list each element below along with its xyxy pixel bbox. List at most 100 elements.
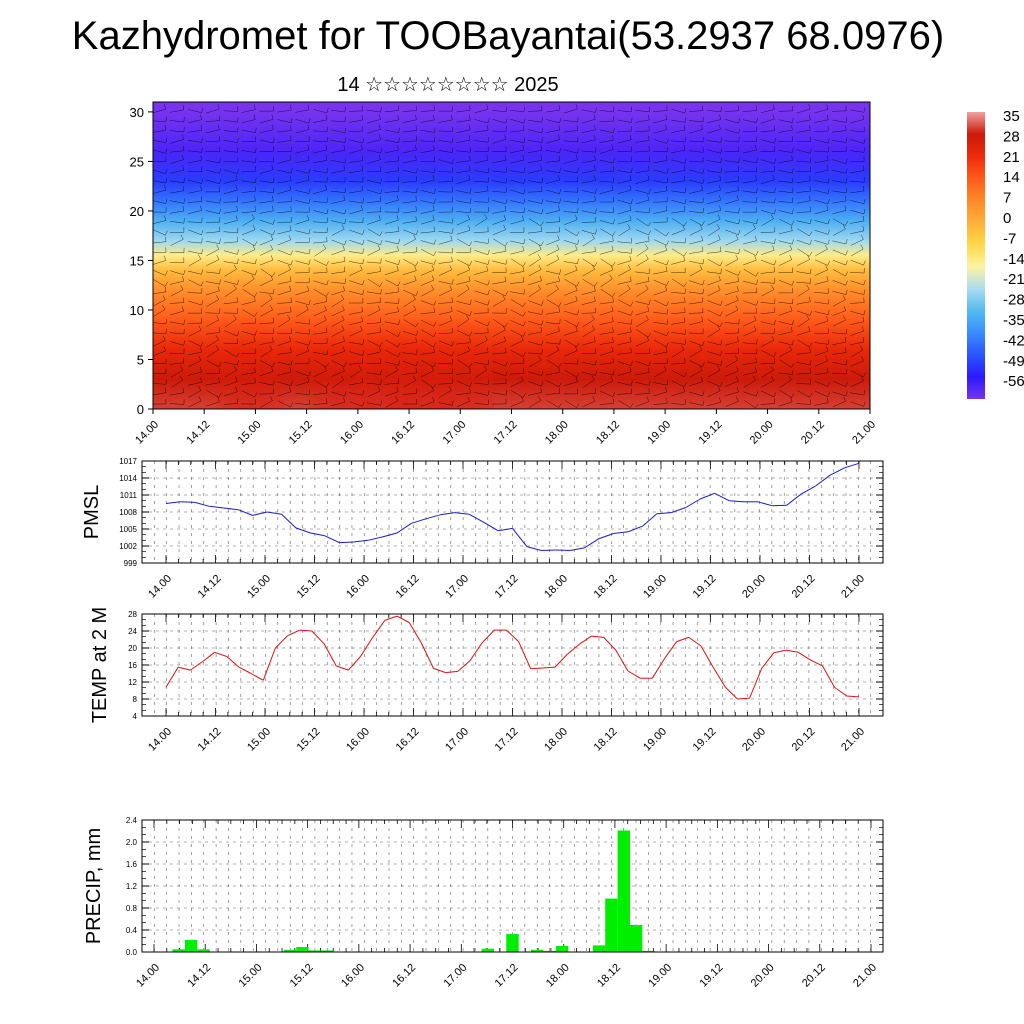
wind-barb-flag — [415, 361, 419, 367]
wind-barb — [636, 329, 649, 338]
wind-barb — [850, 239, 864, 246]
wind-barb — [474, 260, 488, 265]
wind-barb-flag — [699, 224, 703, 230]
wind-barb — [223, 280, 238, 285]
wind-barb-flag — [165, 270, 168, 276]
wind-barb-flag — [361, 144, 363, 150]
wind-barb — [617, 310, 632, 316]
wind-barb — [850, 230, 864, 235]
wind-barb — [153, 332, 167, 335]
wind-barb-flag — [362, 357, 364, 363]
wind-barb-flag — [863, 138, 866, 144]
wind-barb-flag — [648, 114, 650, 120]
wind-barb-flag — [505, 347, 507, 353]
wind-barb-flag — [824, 244, 828, 250]
wind-barb-flag — [755, 271, 759, 277]
series-segment — [700, 645, 714, 668]
wind-barb — [797, 319, 810, 328]
wind-barb-flag — [255, 127, 257, 133]
series-segment — [469, 642, 483, 662]
wind-barb — [850, 119, 864, 124]
wind-barb-flag — [360, 205, 363, 211]
wind-barb-flag — [254, 312, 258, 317]
wind-barb-flag — [790, 326, 793, 332]
wind-barb-flag — [520, 335, 524, 341]
wind-barb — [653, 110, 668, 112]
wind-barb-flag — [164, 104, 166, 110]
wind-barb-flag — [862, 337, 865, 343]
wind-barb — [474, 270, 488, 275]
wind-barb — [832, 341, 847, 346]
wind-barb — [348, 221, 363, 223]
series-segment — [584, 538, 600, 549]
wind-barb — [402, 270, 417, 276]
wind-barb — [402, 200, 417, 204]
wind-barb — [564, 249, 578, 256]
wind-barb — [349, 351, 363, 356]
wind-barb — [671, 370, 685, 378]
wind-barb — [295, 272, 310, 274]
wind-barb — [277, 189, 292, 195]
wind-barb-flag — [860, 345, 864, 350]
wind-barb-flag — [827, 239, 830, 245]
wind-barb-flag — [684, 339, 686, 345]
wind-barb — [153, 180, 166, 184]
wind-barb — [384, 321, 399, 325]
wind-barb-flag — [487, 167, 490, 173]
wind-barb — [796, 191, 811, 193]
x-tick-label: 15.00 — [237, 962, 265, 990]
wind-barb — [545, 150, 560, 153]
wind-barb — [760, 363, 775, 365]
wind-barb — [456, 330, 470, 337]
wind-barb — [492, 299, 506, 307]
wind-barb — [241, 190, 256, 193]
y-tick-label: 1008 — [119, 508, 137, 517]
wind-barb-flag — [433, 105, 435, 111]
wind-barb-flag — [826, 205, 829, 211]
wind-barb — [187, 119, 202, 124]
precip-bar — [592, 945, 606, 952]
wind-barb — [724, 171, 739, 173]
series-segment — [598, 533, 614, 540]
wind-barb-flag — [451, 297, 453, 303]
wind-barb-flag — [505, 361, 508, 367]
wind-barb — [313, 280, 327, 286]
wind-barb-flag — [702, 288, 704, 294]
wind-barb — [153, 149, 166, 154]
wind-barb — [653, 311, 668, 315]
wind-barb — [295, 392, 310, 396]
wind-barb-flag — [467, 346, 471, 351]
wind-barb — [384, 302, 399, 304]
wind-barb — [617, 220, 632, 225]
wind-barb — [707, 401, 721, 407]
x-tick-label: 16.00 — [338, 419, 366, 447]
series-segment — [676, 636, 689, 643]
wind-barb-flag — [183, 269, 186, 275]
x-tick-label: 21.00 — [851, 962, 879, 990]
wind-barb-flag — [379, 231, 383, 236]
wind-barb — [241, 300, 256, 306]
wind-barb — [564, 300, 578, 306]
wind-barb — [510, 291, 524, 295]
wind-barb — [832, 240, 847, 245]
wind-barb — [778, 119, 793, 123]
wind-barb-flag — [200, 125, 202, 131]
series-segment — [512, 528, 528, 547]
wind-barb-flag — [396, 386, 399, 392]
wind-barb-flag — [306, 346, 309, 351]
wind-barb — [259, 210, 274, 214]
wind-barb-flag — [773, 260, 777, 266]
series-segment — [250, 673, 264, 681]
wind-barb — [653, 279, 667, 286]
wind-barb-flag — [720, 350, 723, 356]
wind-barb — [617, 179, 632, 184]
wind-barb — [743, 320, 757, 327]
wind-barb-flag — [719, 397, 721, 403]
wind-barb — [366, 139, 381, 144]
wind-barb-flag — [432, 175, 435, 181]
wind-barb — [527, 311, 542, 315]
wind-barb-flag — [773, 307, 775, 313]
wind-barb-flag — [361, 377, 364, 383]
wind-barb — [187, 201, 202, 203]
